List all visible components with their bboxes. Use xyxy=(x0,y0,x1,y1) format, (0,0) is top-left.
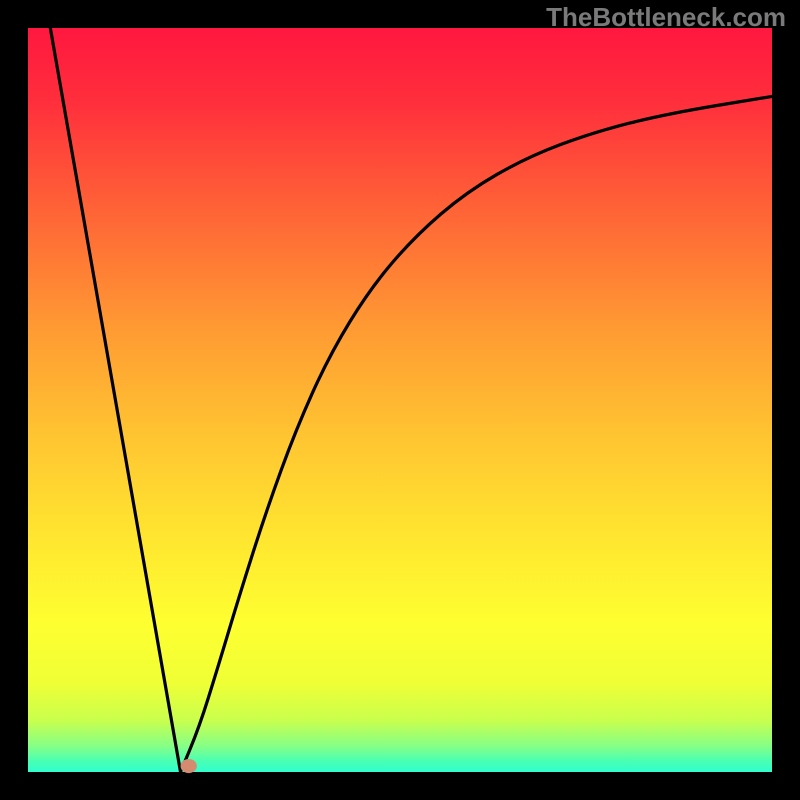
watermark-text: TheBottleneck.com xyxy=(546,2,786,33)
chart-frame: TheBottleneck.com xyxy=(0,0,800,800)
optimal-point-marker xyxy=(181,759,197,773)
bottleneck-curve-chart xyxy=(0,0,800,800)
chart-background-gradient xyxy=(28,28,772,772)
